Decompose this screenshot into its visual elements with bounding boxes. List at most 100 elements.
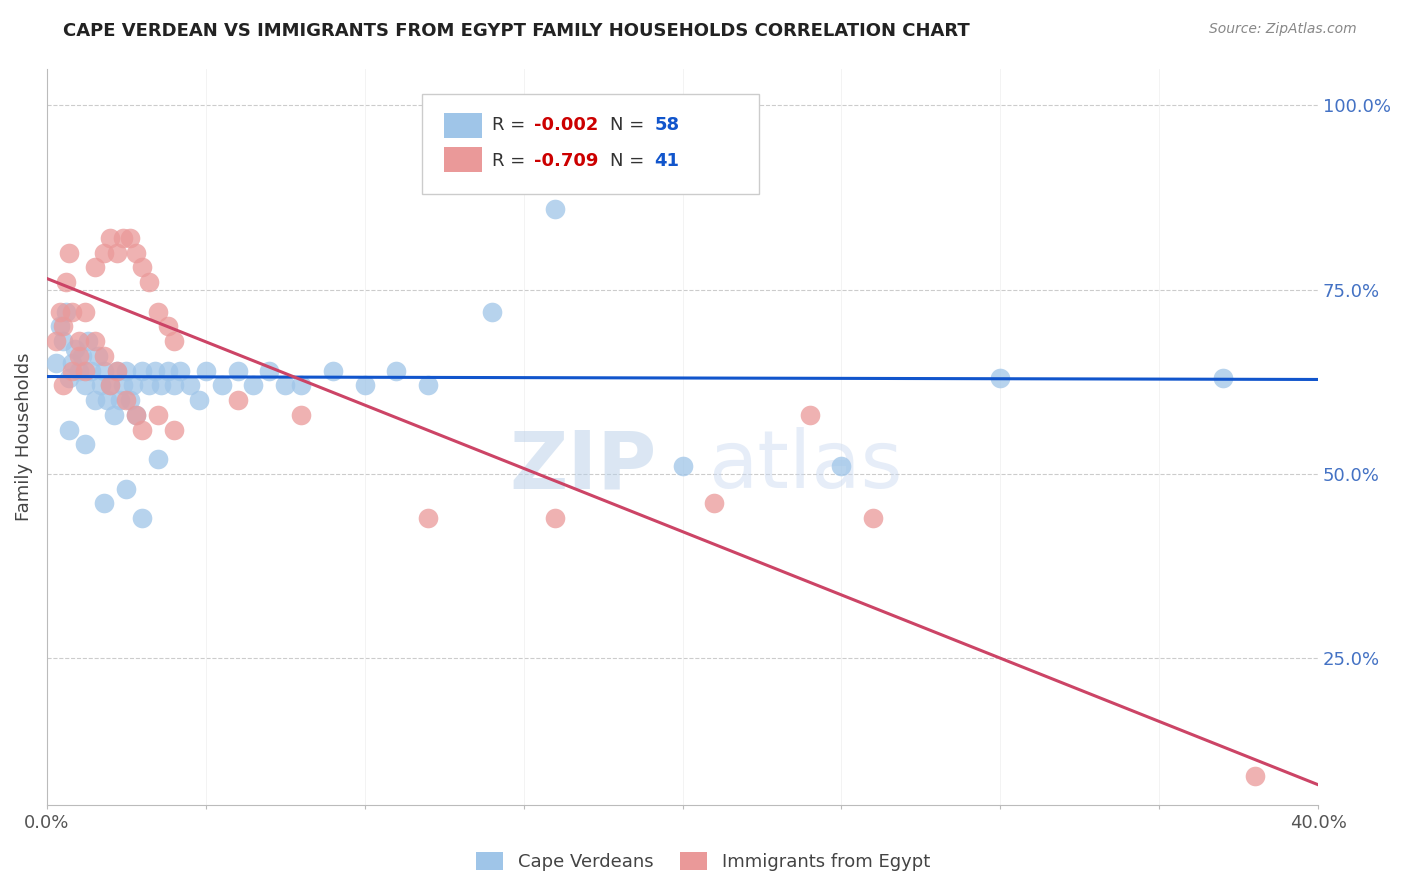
Point [73, 364, 96, 378]
Point [125, 408, 148, 422]
Point [226, 364, 249, 378]
Point [100, 231, 122, 245]
FancyBboxPatch shape [422, 95, 759, 194]
FancyBboxPatch shape [443, 112, 482, 137]
Text: R =: R = [492, 116, 531, 135]
Point [418, 511, 440, 525]
Point [77, 334, 100, 348]
Text: R =: R = [492, 152, 531, 169]
Point [156, 364, 179, 378]
Point [188, 393, 211, 408]
Point [90, 378, 112, 392]
Point [131, 364, 153, 378]
Point [146, 408, 169, 422]
Text: -0.709: -0.709 [534, 152, 598, 169]
Point [226, 393, 249, 408]
Point [52, 334, 75, 348]
Text: atlas: atlas [709, 427, 903, 506]
Point [131, 423, 153, 437]
Point [83, 393, 105, 408]
Point [83, 260, 105, 275]
Point [115, 364, 138, 378]
Point [150, 378, 173, 392]
FancyBboxPatch shape [443, 147, 482, 172]
Point [138, 378, 160, 392]
Text: 58: 58 [655, 116, 679, 135]
Point [138, 275, 160, 289]
Point [118, 393, 141, 408]
Point [93, 364, 115, 378]
Point [67, 334, 90, 348]
Point [146, 452, 169, 467]
Point [48, 319, 70, 334]
Point [481, 304, 503, 318]
Point [105, 364, 128, 378]
Point [96, 393, 118, 408]
Point [125, 245, 148, 260]
Y-axis label: Family Households: Family Households [15, 352, 32, 521]
Point [290, 378, 312, 392]
Point [544, 511, 567, 525]
Point [544, 202, 567, 216]
Point [115, 482, 138, 496]
Point [58, 371, 80, 385]
Point [73, 437, 96, 451]
Point [48, 304, 70, 318]
Point [93, 245, 115, 260]
Point [242, 378, 264, 392]
Point [353, 378, 375, 392]
Point [100, 378, 122, 392]
Point [156, 319, 179, 334]
Point [703, 496, 725, 510]
Point [55, 275, 77, 289]
Point [671, 459, 693, 474]
Point [105, 364, 128, 378]
Point [80, 364, 103, 378]
Point [163, 378, 186, 392]
Point [65, 342, 87, 356]
Point [385, 364, 408, 378]
Point [93, 496, 115, 510]
Point [830, 459, 852, 474]
Text: 41: 41 [655, 152, 679, 169]
Point [70, 349, 93, 363]
Point [131, 511, 153, 525]
Legend: Cape Verdeans, Immigrants from Egypt: Cape Verdeans, Immigrants from Egypt [468, 846, 938, 879]
Point [45, 334, 67, 348]
Point [67, 364, 90, 378]
Point [105, 245, 128, 260]
Point [143, 364, 166, 378]
Point [60, 304, 83, 318]
Point [100, 378, 122, 392]
Point [211, 378, 233, 392]
Text: ZIP: ZIP [510, 427, 657, 506]
Point [799, 408, 821, 422]
Point [52, 319, 75, 334]
Point [163, 423, 186, 437]
Text: N =: N = [610, 116, 650, 135]
Point [67, 349, 90, 363]
Point [125, 408, 148, 422]
Point [988, 371, 1011, 385]
Text: CAPE VERDEAN VS IMMIGRANTS FROM EGYPT FAMILY HOUSEHOLDS CORRELATION CHART: CAPE VERDEAN VS IMMIGRANTS FROM EGYPT FA… [63, 22, 970, 40]
Point [274, 378, 297, 392]
Point [194, 364, 217, 378]
Point [60, 364, 83, 378]
Point [169, 364, 191, 378]
Point [112, 231, 135, 245]
Point [108, 393, 131, 408]
Point [103, 408, 125, 422]
Point [73, 304, 96, 318]
Text: -0.002: -0.002 [534, 116, 598, 135]
Point [259, 364, 281, 378]
Point [862, 511, 884, 525]
Point [58, 245, 80, 260]
Point [83, 334, 105, 348]
Point [179, 378, 201, 392]
Point [290, 408, 312, 422]
Point [163, 334, 186, 348]
Point [55, 304, 77, 318]
Text: N =: N = [610, 152, 650, 169]
Point [45, 356, 67, 370]
Point [418, 378, 440, 392]
